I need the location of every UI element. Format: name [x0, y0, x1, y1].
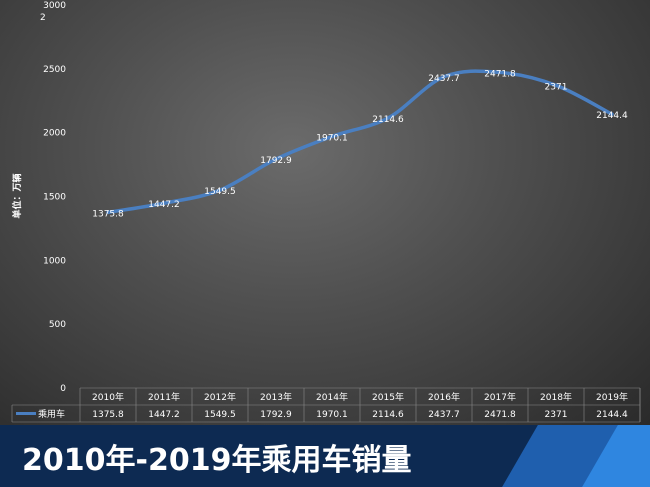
table-cell-value: 2144.4 — [596, 410, 628, 420]
legend-label: 乘用车 — [38, 408, 65, 420]
data-label: 1970.1 — [316, 133, 348, 143]
x-tick-label: 2012年 — [204, 391, 236, 403]
data-label: 2114.6 — [372, 115, 404, 125]
table-cell-value: 2437.7 — [428, 410, 460, 420]
x-tick-label: 2013年 — [260, 391, 292, 403]
data-label: 1375.8 — [92, 209, 124, 219]
y-axis-label: 单位：万辆 — [11, 173, 23, 218]
data-label: 1549.5 — [204, 187, 236, 197]
x-tick-label: 2011年 — [148, 391, 180, 403]
y-tick-label: 1000 — [43, 256, 66, 266]
x-tick-label: 2015年 — [372, 391, 404, 403]
x-tick-label: 2016年 — [428, 391, 460, 403]
x-tick-label: 2010年 — [92, 391, 124, 403]
footer-banner: 2010年-2019年乘用车销量 — [0, 425, 650, 487]
y-tick-label: 0 — [60, 384, 66, 394]
series-line — [106, 69, 614, 215]
y-tick-label: 2500 — [43, 65, 66, 75]
table-cell-value: 1970.1 — [316, 410, 348, 420]
table-cell-value: 1792.9 — [260, 410, 292, 420]
y-tick-label: 1500 — [43, 193, 66, 203]
data-label: 2471.8 — [484, 69, 516, 79]
page-title: 2010年-2019年乘用车销量 — [22, 443, 412, 478]
table-cell-value: 2471.8 — [484, 410, 516, 420]
x-tick-label: 2019年 — [596, 391, 628, 403]
chart-area: 0 500 1000 1500 2000 2500 3000 2 单位：万辆 2010年 2011年… — [0, 0, 650, 425]
data-label: 1792.9 — [260, 156, 292, 166]
data-label: 2144.4 — [596, 111, 628, 121]
x-tick-label: 2017年 — [484, 391, 516, 403]
table-cell-value: 1447.2 — [148, 410, 180, 420]
table-cell-value: 2371 — [545, 410, 568, 420]
data-label: 1447.2 — [148, 200, 180, 210]
table-cell-value: 1549.5 — [204, 410, 236, 420]
data-label: 2371 — [545, 82, 568, 92]
y-tick-label: 3000 — [43, 1, 66, 11]
table-cell-value: 1375.8 — [92, 410, 124, 420]
y-tick-label: 2000 — [43, 129, 66, 139]
y-axis-extra-label: 2 — [40, 13, 46, 23]
x-tick-label: 2018年 — [540, 391, 572, 403]
data-label: 2437.7 — [428, 74, 460, 84]
x-tick-label: 2014年 — [316, 391, 348, 403]
line-chart: 0 500 1000 1500 2000 2500 3000 2 单位：万辆 2010年 2011年… — [11, 1, 641, 423]
y-tick-label: 500 — [49, 320, 66, 330]
table-cell-value: 2114.6 — [372, 410, 404, 420]
